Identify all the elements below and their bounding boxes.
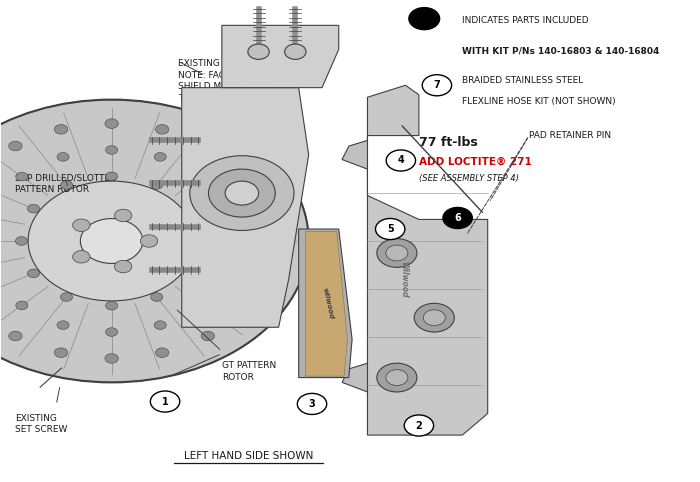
Text: 6: 6 [454, 213, 461, 223]
Circle shape [260, 200, 274, 210]
Text: EXISTING UPRIGHT
NOTE: FACTORY DUST
SHIELD MAY REQUIRE
TRIMMING: EXISTING UPRIGHT NOTE: FACTORY DUST SHIE… [178, 59, 276, 103]
Polygon shape [222, 26, 339, 88]
Text: FLEXLINE HOSE KIT (NOT SHOWN): FLEXLINE HOSE KIT (NOT SHOWN) [462, 97, 616, 106]
Circle shape [73, 219, 90, 231]
Circle shape [190, 156, 294, 230]
Circle shape [237, 305, 251, 315]
Text: 3: 3 [309, 399, 316, 409]
Circle shape [27, 204, 39, 213]
Circle shape [443, 207, 473, 228]
Circle shape [155, 348, 169, 358]
Circle shape [375, 218, 405, 240]
Circle shape [150, 391, 180, 412]
Circle shape [386, 370, 408, 386]
Circle shape [223, 202, 235, 211]
Circle shape [57, 321, 69, 329]
Circle shape [8, 331, 22, 341]
Circle shape [209, 169, 275, 217]
Text: INDICATES PARTS INCLUDED: INDICATES PARTS INCLUDED [462, 16, 589, 25]
Text: EXISTING
SET SCREW: EXISTING SET SCREW [15, 414, 67, 434]
Text: PAD RETAINER PIN: PAD RETAINER PIN [529, 131, 611, 140]
Circle shape [16, 301, 28, 310]
Polygon shape [342, 363, 368, 392]
Circle shape [183, 269, 196, 278]
Text: SRP DRILLED/SLOTTED
PATTERN ROTOR: SRP DRILLED/SLOTTED PATTERN ROTOR [15, 173, 117, 194]
Circle shape [55, 124, 68, 134]
Polygon shape [305, 231, 347, 376]
Text: Wilwood: Wilwood [399, 261, 408, 298]
Circle shape [60, 293, 73, 301]
Circle shape [16, 172, 28, 181]
Circle shape [106, 172, 118, 181]
Circle shape [414, 303, 454, 332]
Circle shape [106, 328, 118, 336]
Polygon shape [342, 140, 368, 169]
Text: ADD LOCTITE® 271: ADD LOCTITE® 271 [419, 157, 532, 167]
Circle shape [196, 237, 208, 245]
Circle shape [105, 119, 118, 128]
Circle shape [115, 209, 132, 222]
Circle shape [150, 181, 162, 189]
Circle shape [105, 354, 118, 363]
Text: LEFT HAND SIDE SHOWN: LEFT HAND SIDE SHOWN [184, 452, 313, 461]
Circle shape [73, 251, 90, 263]
Circle shape [377, 239, 417, 268]
Circle shape [298, 393, 327, 415]
Polygon shape [299, 229, 352, 377]
Circle shape [386, 150, 416, 171]
Circle shape [80, 218, 143, 264]
Circle shape [140, 235, 158, 247]
Circle shape [404, 415, 433, 436]
Text: 77 ft-lbs: 77 ft-lbs [419, 136, 477, 149]
Circle shape [57, 153, 69, 161]
Circle shape [55, 348, 68, 358]
Text: 4: 4 [398, 156, 404, 165]
Text: 5: 5 [387, 224, 393, 234]
Circle shape [155, 124, 169, 134]
Circle shape [154, 321, 166, 329]
Polygon shape [368, 143, 488, 435]
Text: 2: 2 [416, 420, 422, 430]
Circle shape [285, 44, 306, 59]
Circle shape [195, 172, 207, 181]
Circle shape [269, 236, 282, 246]
Circle shape [424, 310, 445, 325]
Circle shape [28, 181, 195, 301]
Circle shape [232, 237, 244, 245]
Circle shape [60, 181, 73, 189]
Circle shape [223, 271, 235, 280]
Circle shape [106, 301, 118, 310]
Circle shape [195, 301, 207, 310]
Polygon shape [368, 85, 419, 143]
Circle shape [248, 44, 270, 59]
Circle shape [115, 260, 132, 273]
Circle shape [183, 204, 196, 213]
Circle shape [201, 331, 214, 341]
Polygon shape [182, 88, 309, 327]
Text: BRAIDED STAINLESS STEEL: BRAIDED STAINLESS STEEL [462, 76, 584, 85]
Text: GT PATTERN
ROTOR: GT PATTERN ROTOR [222, 361, 276, 382]
Circle shape [150, 293, 162, 301]
Circle shape [154, 153, 166, 161]
Circle shape [409, 8, 440, 30]
Text: wilwood: wilwood [321, 287, 334, 320]
Circle shape [201, 141, 214, 151]
Circle shape [8, 141, 22, 151]
Text: WITH KIT P/Ns 140-16803 & 140-16804: WITH KIT P/Ns 140-16803 & 140-16804 [462, 47, 659, 56]
Text: (SEE ASSEMBLY STEP 4): (SEE ASSEMBLY STEP 4) [419, 174, 519, 183]
Circle shape [15, 237, 27, 245]
Circle shape [27, 269, 39, 278]
Circle shape [225, 181, 258, 205]
Circle shape [422, 75, 452, 96]
Circle shape [377, 363, 417, 392]
Text: 1: 1 [162, 397, 169, 406]
Circle shape [0, 100, 309, 382]
Circle shape [386, 245, 408, 261]
Circle shape [106, 146, 118, 154]
Text: 7: 7 [433, 80, 440, 90]
Circle shape [237, 167, 251, 177]
Circle shape [260, 272, 274, 282]
